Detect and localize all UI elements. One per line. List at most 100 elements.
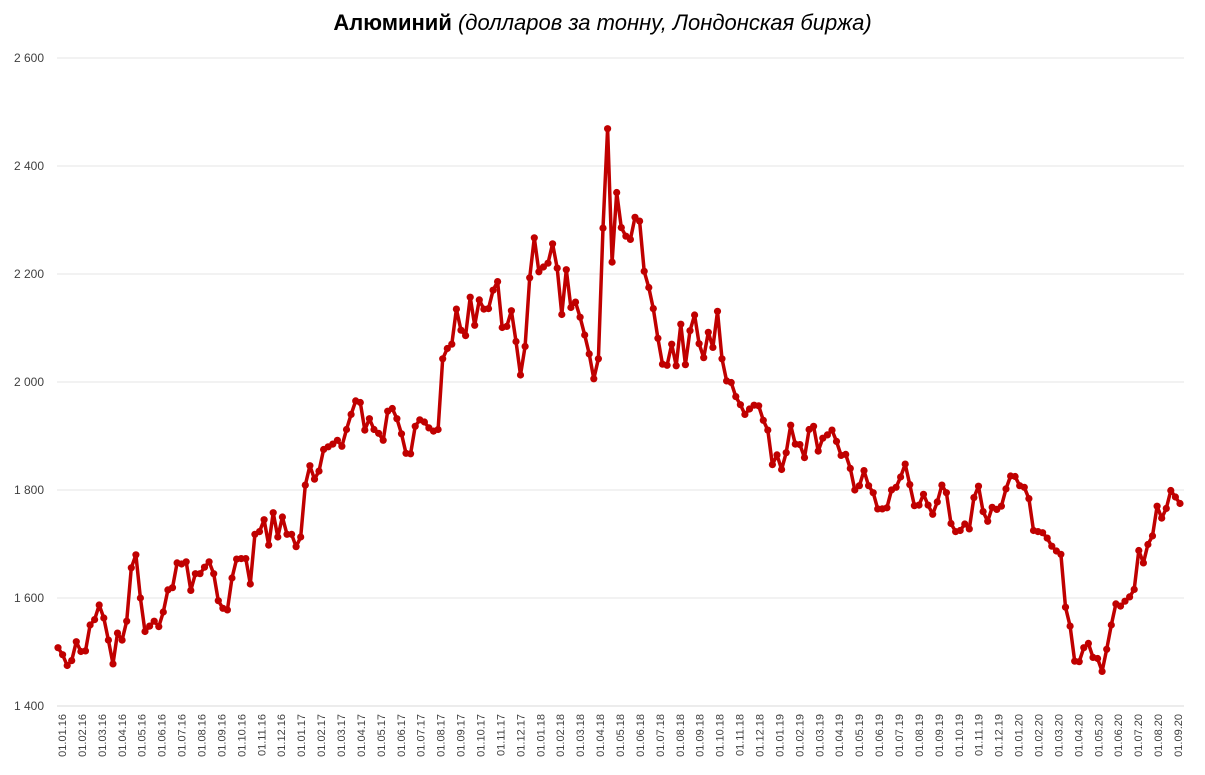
data-point bbox=[59, 651, 67, 659]
data-point bbox=[984, 517, 992, 525]
data-point bbox=[452, 305, 460, 313]
x-tick-label: 01.10.17 bbox=[476, 714, 488, 757]
x-tick-label: 01.08.16 bbox=[197, 714, 209, 757]
x-tick-label: 01.01.19 bbox=[774, 714, 786, 757]
data-point bbox=[242, 555, 250, 563]
data-point bbox=[86, 621, 94, 629]
x-tick-label: 01.04.19 bbox=[834, 714, 846, 757]
data-point bbox=[778, 465, 786, 474]
data-point bbox=[81, 647, 90, 655]
x-tick-label: 01.05.16 bbox=[137, 714, 149, 757]
data-point bbox=[594, 355, 603, 363]
data-point bbox=[306, 462, 314, 470]
data-point bbox=[1066, 622, 1074, 630]
y-tick-label: 2 000 bbox=[14, 375, 44, 389]
data-point bbox=[210, 570, 218, 578]
x-tick-label: 01.09.19 bbox=[934, 714, 946, 757]
data-point bbox=[759, 416, 767, 424]
y-tick-label: 2 600 bbox=[14, 51, 44, 65]
data-point bbox=[388, 404, 396, 413]
x-tick-label: 01.06.19 bbox=[874, 714, 886, 757]
data-point bbox=[1048, 542, 1056, 550]
data-point bbox=[544, 259, 552, 267]
data-point bbox=[1103, 645, 1111, 653]
x-tick-label: 01.05.20 bbox=[1093, 714, 1105, 757]
data-point bbox=[146, 622, 154, 630]
data-point bbox=[626, 235, 635, 243]
x-tick-label: 01.03.17 bbox=[336, 714, 348, 757]
data-point bbox=[516, 371, 525, 379]
data-point bbox=[1139, 559, 1147, 567]
data-point bbox=[411, 422, 419, 430]
data-point bbox=[691, 311, 699, 319]
data-point bbox=[640, 267, 648, 275]
data-point bbox=[796, 441, 804, 449]
x-tick-label: 01.08.19 bbox=[914, 714, 926, 757]
x-tick-label: 01.08.17 bbox=[436, 714, 448, 757]
x-tick-label: 01.07.19 bbox=[894, 714, 906, 757]
data-point bbox=[668, 340, 676, 348]
data-point bbox=[118, 636, 126, 644]
data-point bbox=[1075, 658, 1083, 666]
x-tick-label: 01.03.19 bbox=[814, 714, 826, 757]
data-point bbox=[347, 410, 355, 418]
y-tick-label: 1 800 bbox=[14, 483, 44, 497]
data-point bbox=[832, 437, 841, 445]
data-point bbox=[100, 614, 108, 622]
data-point bbox=[397, 430, 406, 438]
data-point bbox=[393, 415, 401, 423]
data-point bbox=[965, 525, 973, 533]
data-point bbox=[654, 334, 662, 342]
data-point bbox=[489, 286, 497, 294]
data-point bbox=[494, 278, 502, 286]
x-tick-label: 01.09.17 bbox=[456, 714, 468, 757]
series-line bbox=[56, 126, 1182, 674]
data-point bbox=[704, 328, 712, 336]
x-tick-label: 01.07.17 bbox=[416, 714, 428, 757]
data-point bbox=[255, 528, 264, 536]
data-point bbox=[471, 321, 479, 329]
data-point bbox=[91, 616, 99, 624]
chart-title-main: Алюминий bbox=[333, 10, 452, 35]
data-point bbox=[1039, 529, 1047, 537]
data-point bbox=[68, 657, 76, 665]
data-point bbox=[938, 481, 946, 489]
data-point bbox=[141, 627, 149, 636]
data-point bbox=[961, 520, 969, 528]
x-tick-label: 01.06.16 bbox=[157, 714, 169, 757]
x-tick-label: 01.08.20 bbox=[1153, 714, 1165, 757]
data-point bbox=[356, 398, 364, 407]
x-tick-label: 01.04.18 bbox=[595, 714, 607, 757]
data-point bbox=[1148, 532, 1157, 540]
data-point bbox=[663, 361, 671, 369]
data-point bbox=[645, 283, 653, 292]
data-point bbox=[113, 629, 122, 637]
x-tick-label: 01.11.19 bbox=[974, 714, 986, 756]
x-tick-label: 01.12.17 bbox=[515, 714, 527, 757]
data-point bbox=[558, 310, 566, 319]
data-point bbox=[54, 644, 62, 652]
data-point bbox=[109, 660, 117, 668]
data-point bbox=[1080, 644, 1088, 652]
data-point bbox=[260, 516, 268, 524]
x-tick-label: 01.07.18 bbox=[655, 714, 667, 757]
data-point bbox=[823, 431, 832, 439]
data-point bbox=[906, 481, 914, 489]
data-point bbox=[860, 467, 868, 475]
x-tick-label: 01.02.18 bbox=[555, 714, 567, 757]
data-point bbox=[581, 331, 589, 339]
data-point bbox=[549, 240, 557, 248]
x-tick-label: 01.06.17 bbox=[396, 714, 408, 757]
data-point bbox=[681, 361, 690, 369]
data-point bbox=[828, 426, 836, 434]
data-point bbox=[764, 426, 772, 434]
data-point bbox=[187, 586, 195, 595]
data-point bbox=[1167, 486, 1175, 495]
data-point bbox=[1116, 602, 1125, 610]
data-point bbox=[768, 461, 777, 469]
data-point bbox=[439, 355, 447, 363]
data-point bbox=[846, 464, 854, 472]
data-point bbox=[338, 442, 346, 450]
data-point bbox=[590, 375, 598, 383]
